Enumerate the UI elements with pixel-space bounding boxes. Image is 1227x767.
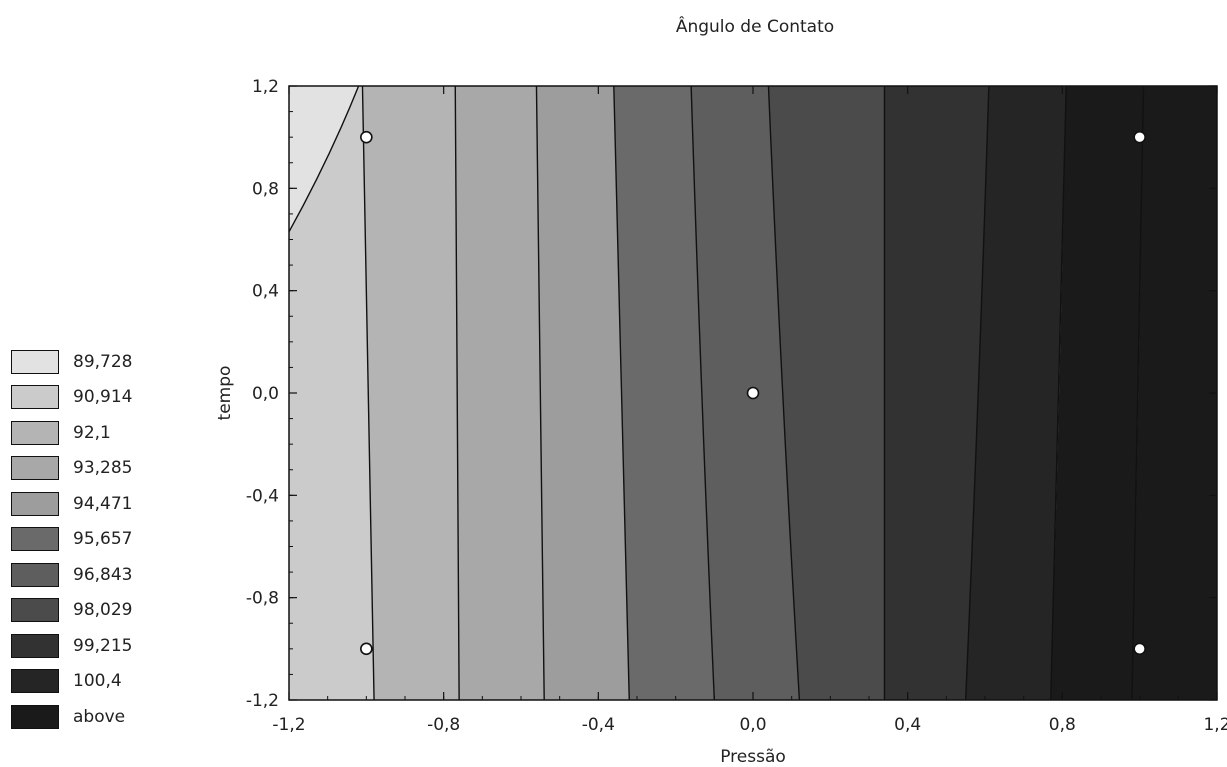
legend-item: 93,285 — [11, 451, 132, 487]
legend-swatch — [11, 456, 59, 481]
contour-region — [289, 86, 375, 700]
design-point — [1133, 642, 1146, 656]
x-tick-label: -0,4 — [582, 715, 615, 735]
design-point — [360, 642, 373, 656]
legend-item: 94,471 — [11, 486, 132, 522]
contour-line — [361, 85, 375, 701]
y-tick-label: -1,2 — [246, 691, 279, 711]
x-tick-label: -0,8 — [427, 715, 460, 735]
legend-swatch — [11, 385, 59, 410]
contour-line — [613, 85, 630, 701]
legend-swatch — [11, 633, 59, 658]
legend-label: 98,029 — [73, 600, 133, 621]
design-point — [1133, 130, 1146, 144]
y-tick-label: 0,4 — [252, 282, 279, 302]
contour-region — [362, 86, 460, 700]
legend-swatch — [11, 420, 59, 445]
legend-item: 95,657 — [11, 522, 132, 558]
legend-item: 98,029 — [11, 593, 132, 629]
legend-label: 100,4 — [73, 671, 122, 692]
contour-region — [884, 86, 989, 700]
y-tick-label: -0,4 — [246, 486, 279, 506]
contour-region — [613, 86, 715, 700]
legend-label: 89,728 — [73, 351, 133, 372]
contour-line — [535, 85, 545, 701]
contour-lines — [288, 85, 1145, 701]
legend-item: above — [11, 699, 132, 735]
contour-region — [455, 86, 545, 700]
legend-swatch — [11, 669, 59, 694]
contour-line — [454, 85, 460, 701]
contour-line — [288, 85, 360, 233]
legend-item: 100,4 — [11, 664, 132, 700]
legend-item: 92,1 — [11, 415, 132, 451]
legend-item: 96,843 — [11, 557, 132, 593]
design-points — [360, 130, 1146, 656]
legend-label: 96,843 — [73, 564, 133, 585]
contour-line — [767, 85, 801, 701]
y-axis-label: tempo — [215, 366, 235, 421]
legend-label: above — [73, 706, 126, 727]
legend-swatch — [11, 598, 59, 623]
contour-regions — [289, 86, 1217, 700]
legend-label: 90,914 — [73, 387, 133, 408]
y-tick-label: 0,8 — [252, 179, 279, 199]
x-tick-label: -1,2 — [272, 715, 305, 735]
design-point — [746, 386, 760, 400]
legend-swatch — [11, 527, 59, 552]
contour-region — [1131, 86, 1217, 700]
y-tick-label: 0,0 — [252, 384, 279, 404]
contour-line — [1131, 85, 1145, 701]
legend-swatch — [11, 704, 59, 729]
legend-item: 90,914 — [11, 380, 132, 416]
legend-item: 99,215 — [11, 628, 132, 664]
contour-region — [965, 86, 1067, 700]
contour-region — [691, 86, 800, 700]
legend-label: 92,1 — [73, 422, 111, 443]
contour-region — [1050, 86, 1144, 700]
contour-line — [964, 85, 990, 701]
contour-region — [768, 86, 885, 700]
contour-line — [690, 85, 716, 701]
y-tick-label: 1,2 — [252, 77, 279, 97]
legend-swatch — [11, 491, 59, 516]
legend-swatch — [11, 562, 59, 587]
x-tick-label: 0,8 — [1049, 715, 1076, 735]
x-axis-label: Pressão — [720, 747, 786, 767]
legend-item: 89,728 — [11, 344, 132, 380]
legend-label: 95,657 — [73, 529, 133, 550]
axis-ticks: -1,2 -0,8 -0,4 0,0 0,4 0,8 1,2 1,2 0,8 0,4 0,0 -0,4… — [246, 77, 1227, 735]
legend-label: 99,215 — [73, 635, 133, 656]
y-tick-label: -0,8 — [246, 589, 279, 609]
legend: 89,728 90,914 92,1 93,285 94,471 95,657 96,843… — [11, 344, 132, 735]
chart-title: Ângulo de Contato — [676, 15, 834, 37]
contour-region — [536, 86, 630, 700]
design-point — [360, 130, 373, 144]
contour-region — [289, 86, 359, 232]
x-tick-label: 0,4 — [894, 715, 921, 735]
x-tick-label: 0,0 — [739, 715, 766, 735]
legend-label: 93,285 — [73, 458, 133, 479]
legend-label: 94,471 — [73, 493, 133, 514]
contour-line — [1050, 85, 1067, 701]
legend-swatch — [11, 349, 59, 374]
x-tick-label: 1,2 — [1203, 715, 1227, 735]
